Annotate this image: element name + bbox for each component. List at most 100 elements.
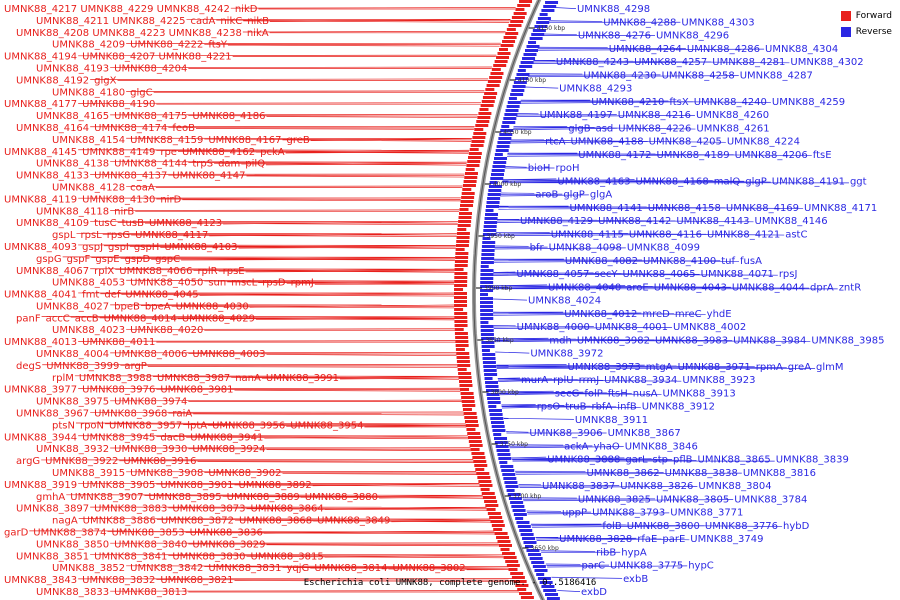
gene-label[interactable]: UMNK88_3865: [698, 455, 771, 466]
gene-label[interactable]: UMNK88_4053: [52, 278, 125, 289]
gene-label[interactable]: yqjG: [287, 563, 310, 574]
gene-label[interactable]: UMNK88_3934: [604, 375, 677, 386]
gene-label[interactable]: UMNK88_4020: [130, 325, 203, 336]
gene-label[interactable]: nikD: [235, 4, 258, 15]
gene-label[interactable]: argG: [16, 456, 40, 467]
gene-label[interactable]: bfr: [530, 243, 545, 254]
gene-label[interactable]: UMNK88_4192: [16, 75, 89, 86]
gene-label[interactable]: UMNK88_4243: [556, 57, 629, 68]
gene-label[interactable]: UMNK88_4211 UMNK88_4225: [36, 16, 186, 27]
gene-label[interactable]: UMNK88_4197: [540, 110, 613, 121]
gene-label[interactable]: hypA: [621, 547, 647, 558]
gene-label[interactable]: UMNK88_4117: [135, 230, 208, 241]
gene-label[interactable]: rpsE: [223, 266, 245, 277]
gene-label[interactable]: UMNK88_3802: [392, 563, 465, 574]
gene-label[interactable]: sun: [208, 278, 226, 289]
gene-label[interactable]: UMNK88_3771: [670, 508, 743, 519]
gene-label[interactable]: UMNK88_4171: [804, 203, 877, 214]
gene-label[interactable]: UMNK88_3850: [36, 539, 109, 550]
gene-label[interactable]: aroB: [535, 190, 558, 201]
gene-label[interactable]: UMNK88_3913: [663, 388, 736, 399]
gene-label[interactable]: ftsE: [813, 150, 832, 161]
gene-label[interactable]: UMNK88_3800: [627, 521, 700, 532]
gene-label[interactable]: UMNK88_3957: [109, 420, 182, 431]
gene-label[interactable]: UMNK88_4024: [528, 296, 601, 307]
gene-label[interactable]: folB: [602, 521, 621, 532]
gene-label[interactable]: stp: [653, 455, 668, 466]
gene-label[interactable]: UMNK88_3749: [690, 534, 763, 545]
gene-label[interactable]: ftsH: [608, 388, 628, 399]
gene-label[interactable]: garL: [625, 455, 648, 466]
gene-label[interactable]: parE: [662, 534, 685, 545]
gene-label[interactable]: UMNK88_4002: [673, 322, 746, 333]
gene-label[interactable]: UMNK88_3776: [705, 521, 778, 532]
gene-label[interactable]: UMNK88_3825: [578, 494, 651, 505]
gene-label[interactable]: UMNK88_3977: [4, 385, 77, 396]
gene-label[interactable]: UMNK88_3873: [172, 504, 245, 515]
gene-label[interactable]: UMNK88_3874: [33, 528, 106, 539]
gene-label[interactable]: glmM: [816, 362, 844, 373]
gene-label[interactable]: glgB: [568, 123, 590, 134]
gene-label[interactable]: UMNK88_3919: [4, 480, 77, 491]
gene-label[interactable]: UMNK88_4216: [618, 110, 691, 121]
gene-label[interactable]: UMNK88_3999: [46, 361, 119, 372]
gene-label[interactable]: UMNK88_3880: [305, 492, 378, 503]
gene-label[interactable]: UMNK88_4159: [130, 135, 203, 146]
gene-label[interactable]: UMNK88_4164: [16, 123, 89, 134]
gene-label[interactable]: UMNK88_3775: [610, 561, 683, 572]
gene-label[interactable]: UMNK88_3839: [776, 455, 849, 466]
gene-label[interactable]: UMNK88_4109: [16, 218, 89, 229]
gene-label[interactable]: UMNK88_3981: [160, 385, 233, 396]
gene-label[interactable]: feoB: [172, 123, 195, 134]
gene-label[interactable]: UMNK88_4133: [16, 171, 89, 182]
gene-label[interactable]: UMNK88_4206: [735, 150, 808, 161]
gene-label[interactable]: UMNK88_4143: [676, 216, 749, 227]
gene-label[interactable]: parC: [581, 561, 605, 572]
gene-label[interactable]: UMNK88_4144: [114, 159, 187, 170]
gene-label[interactable]: rpmA: [756, 362, 783, 373]
gene-label[interactable]: aroE: [626, 282, 648, 293]
gene-label[interactable]: trpS: [192, 159, 213, 170]
gene-label[interactable]: UMNK88_3852: [52, 563, 125, 574]
gene-label[interactable]: mreD: [642, 309, 670, 320]
gene-label[interactable]: UMNK88_3851: [16, 551, 89, 562]
gene-label[interactable]: UMNK88_3971: [678, 362, 751, 373]
gene-label[interactable]: infB: [617, 402, 637, 413]
gene-label[interactable]: ribB: [596, 547, 616, 558]
gene-label[interactable]: asd: [596, 123, 614, 134]
gene-label[interactable]: UMNK88_4261: [696, 123, 769, 134]
gene-label[interactable]: UMNK88_4006: [114, 349, 187, 360]
gene-label[interactable]: UMNK88_3924: [192, 444, 265, 455]
gene-label[interactable]: nusA: [633, 388, 658, 399]
gene-label[interactable]: UMNK88_4158: [648, 203, 721, 214]
gene-label[interactable]: UMNK88_3922: [45, 456, 118, 467]
gene-label[interactable]: murA: [521, 375, 548, 386]
gene-label[interactable]: UMNK88_3886: [83, 516, 156, 527]
gene-label[interactable]: UMNK88_3830: [172, 551, 245, 562]
gene-label[interactable]: UMNK88_3842: [130, 563, 203, 574]
gene-label[interactable]: coaA: [130, 182, 155, 193]
gene-label[interactable]: rbfA: [591, 402, 612, 413]
gene-label[interactable]: UMNK88_3972: [530, 349, 603, 360]
gene-label[interactable]: mdh: [549, 335, 571, 346]
gene-label[interactable]: UMNK88_4257: [634, 57, 707, 68]
gene-label[interactable]: UMNK88_4023: [52, 325, 125, 336]
gene-label[interactable]: UMNK88_3945: [82, 432, 155, 443]
gene-label[interactable]: ggt: [850, 176, 867, 187]
gene-label[interactable]: UMNK88_4093: [4, 242, 77, 253]
gene-label[interactable]: UMNK88_3862: [586, 468, 659, 479]
gene-label[interactable]: UMNK88_3974: [114, 397, 187, 408]
gene-label[interactable]: rpmJ: [291, 278, 314, 289]
gene-label[interactable]: UMNK88_4030: [176, 301, 249, 312]
gene-label[interactable]: UMNK88_3987: [157, 373, 230, 384]
gene-label[interactable]: greB: [287, 135, 310, 146]
gene-label[interactable]: dam: [218, 159, 240, 170]
gene-label[interactable]: UMNK88_4208 UMNK88_4223 UMNK88_4238: [16, 28, 242, 39]
gene-label[interactable]: UMNK88_3956: [212, 420, 285, 431]
gene-label[interactable]: secG: [555, 388, 580, 399]
gene-label[interactable]: UMNK88_4001: [595, 322, 668, 333]
gene-label[interactable]: ftsY: [208, 40, 227, 51]
gene-label[interactable]: hybD: [783, 521, 810, 532]
gene-label[interactable]: tusB: [122, 218, 144, 229]
gene-label[interactable]: UMNK88_3826: [620, 481, 693, 492]
